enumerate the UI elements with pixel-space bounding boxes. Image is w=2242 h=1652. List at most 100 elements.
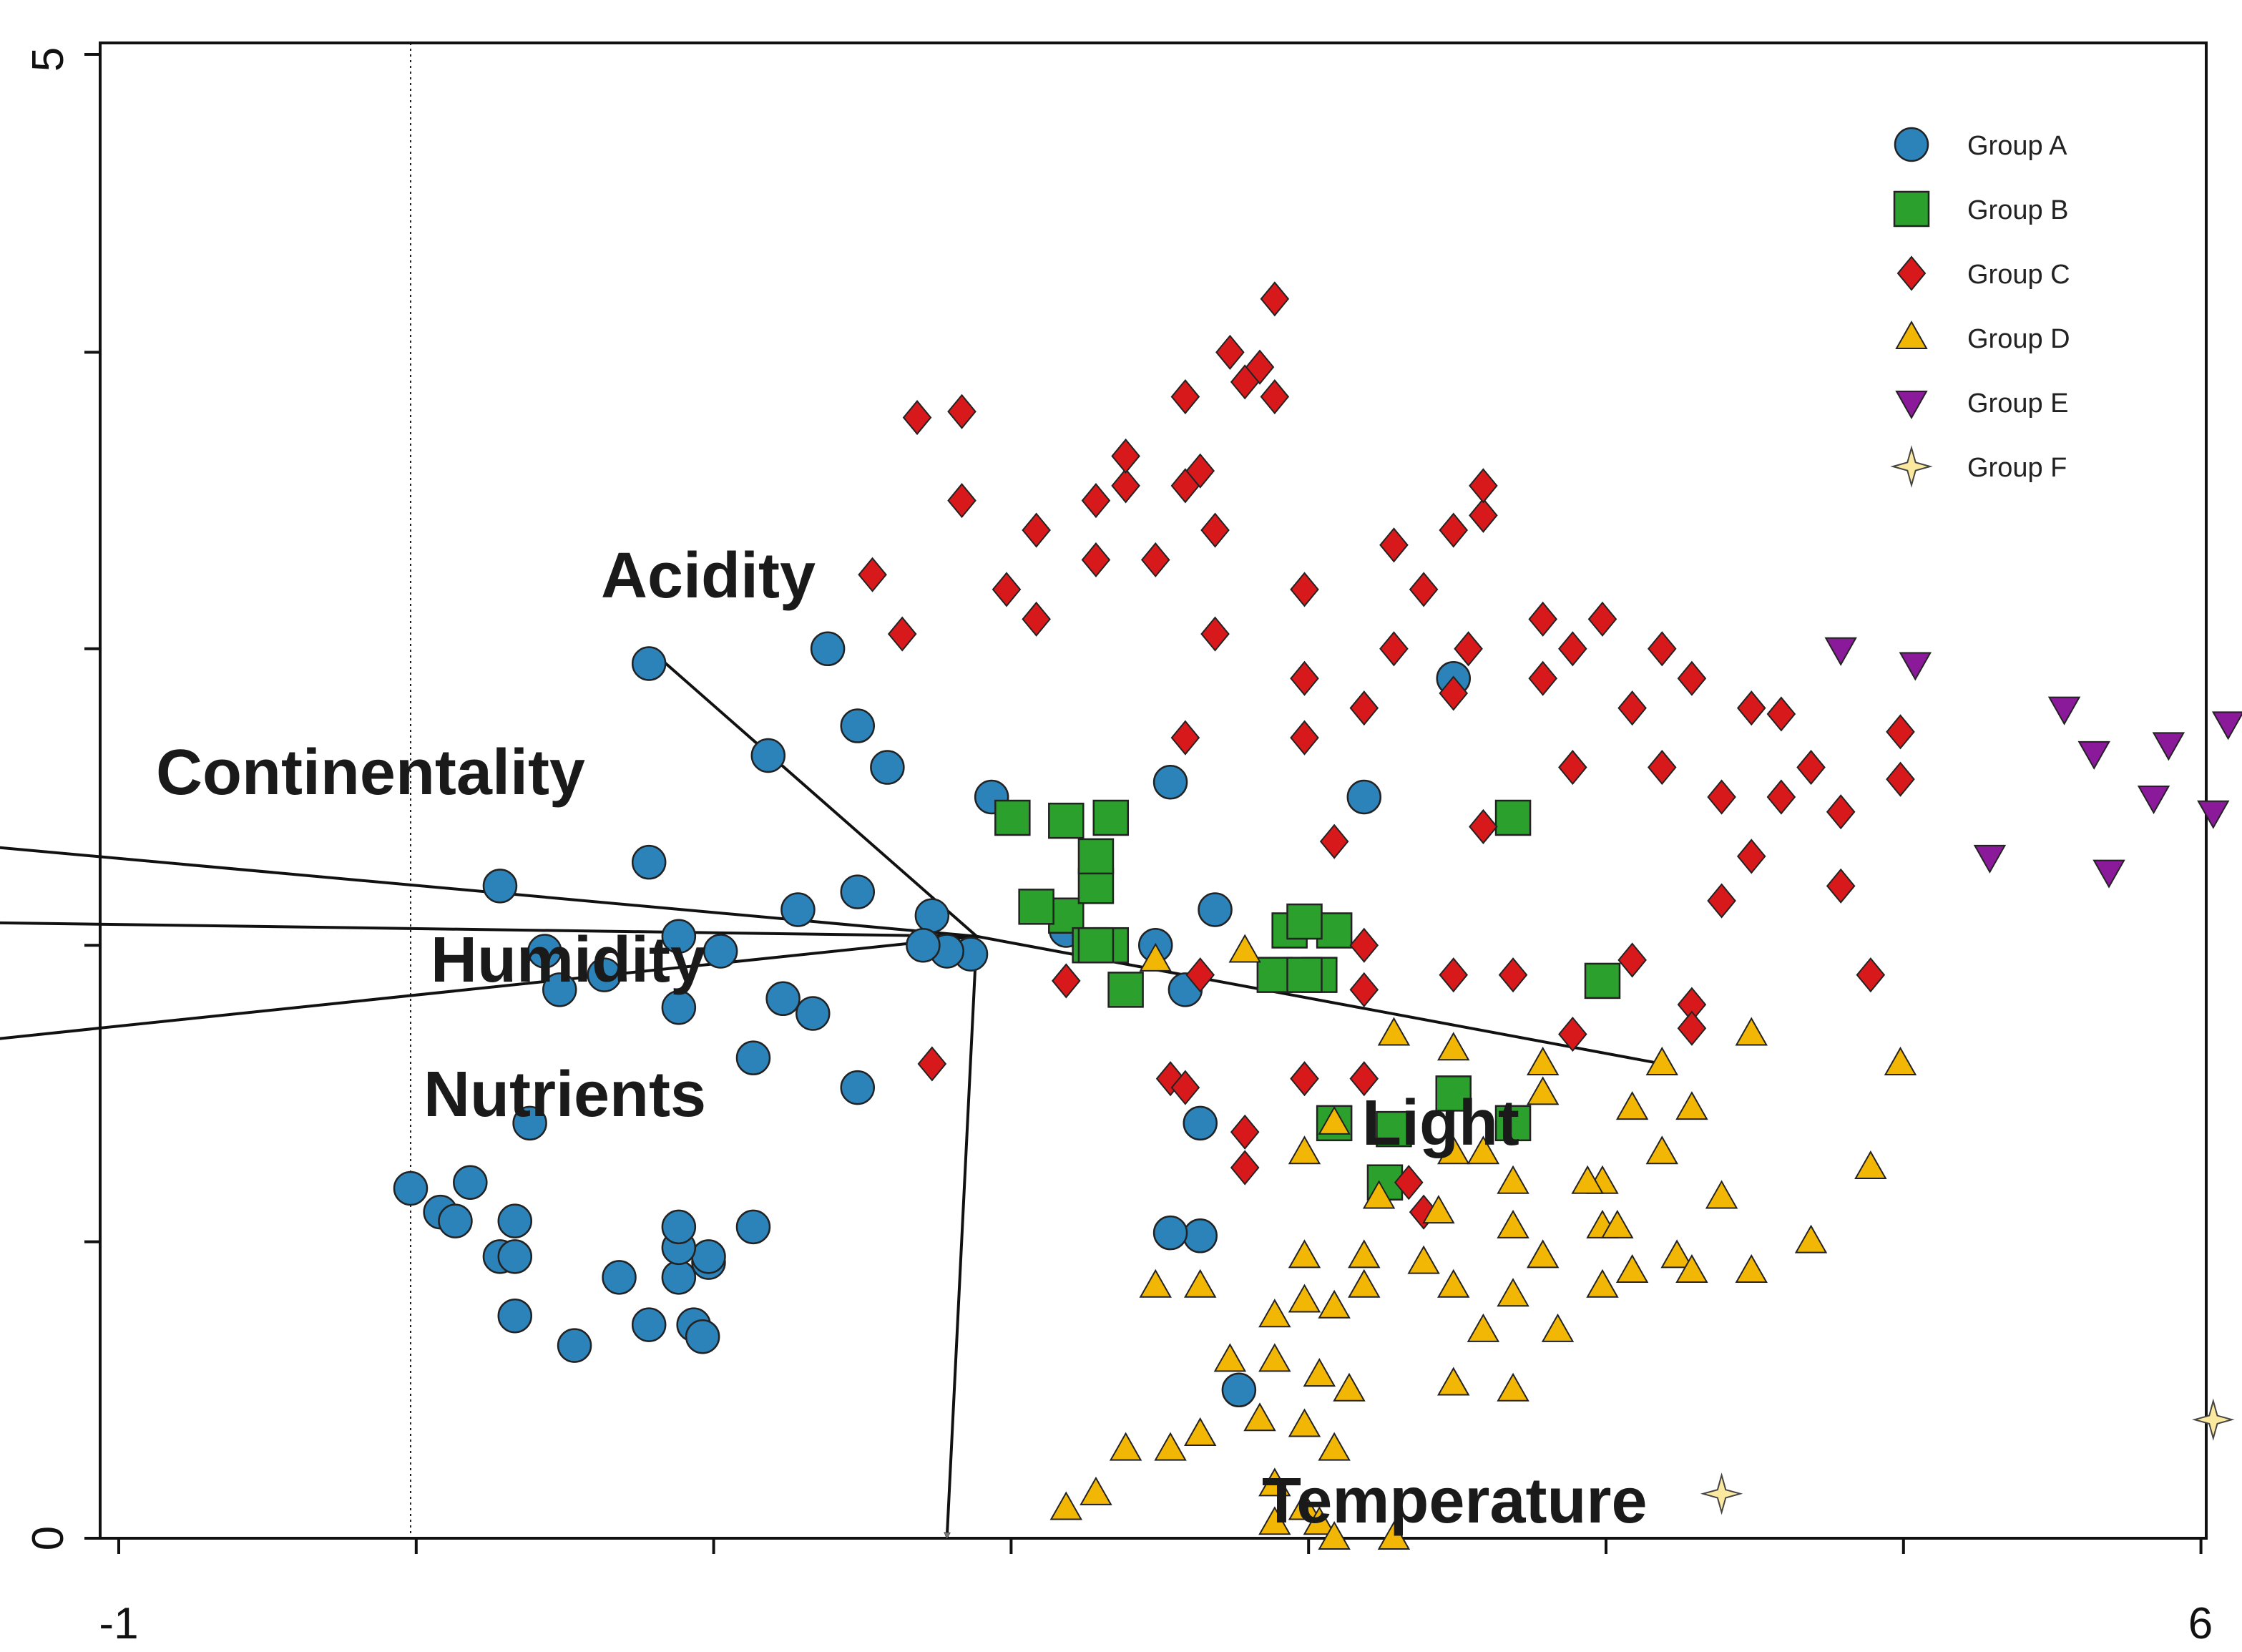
point-3-21 bbox=[1288, 1239, 1321, 1269]
point-0-23 bbox=[438, 1203, 473, 1238]
point-3-45 bbox=[1288, 1408, 1321, 1437]
point-3-51 bbox=[1288, 1491, 1321, 1520]
point-3-43 bbox=[1184, 1417, 1217, 1446]
point-2-25 bbox=[1290, 572, 1319, 607]
legend-label: Group B bbox=[1967, 195, 2069, 225]
point-0-5 bbox=[631, 646, 667, 681]
vector-label-temperature: Temperature bbox=[1262, 1465, 1648, 1537]
point-3-5 bbox=[1645, 1046, 1679, 1075]
point-3-58 bbox=[1526, 1076, 1560, 1105]
point-0-20 bbox=[497, 1203, 533, 1238]
point-2-64 bbox=[1170, 1070, 1200, 1105]
x-tick-label-min: -1 bbox=[99, 1599, 138, 1648]
series-group-e bbox=[1824, 637, 2242, 889]
point-2-63 bbox=[917, 1046, 947, 1082]
point-2-34 bbox=[1528, 660, 1557, 696]
point-2-0 bbox=[1260, 281, 1290, 317]
point-2-65 bbox=[1394, 1165, 1424, 1201]
point-2-1 bbox=[1215, 334, 1245, 370]
legend-item-group-e: Group E bbox=[1895, 388, 2069, 420]
point-0-7 bbox=[750, 738, 786, 773]
point-0-25 bbox=[497, 1239, 533, 1274]
point-0-17 bbox=[840, 1070, 875, 1105]
vector-temperature bbox=[947, 936, 979, 1538]
vector-acidity bbox=[647, 647, 978, 938]
vector-label-continentality: Continentality bbox=[156, 737, 585, 808]
point-0-4 bbox=[810, 631, 846, 667]
point-3-38 bbox=[1258, 1343, 1291, 1372]
point-3-32 bbox=[1318, 1289, 1351, 1319]
point-0-15 bbox=[796, 996, 831, 1031]
point-3-24 bbox=[1497, 1278, 1529, 1307]
point-1-16 bbox=[1107, 972, 1144, 1008]
point-2-27 bbox=[1587, 601, 1617, 637]
point-3-27 bbox=[1348, 1269, 1381, 1298]
point-3-50 bbox=[1258, 1467, 1291, 1497]
point-1-0 bbox=[994, 799, 1031, 836]
point-2-23 bbox=[1140, 542, 1170, 578]
point-2-62 bbox=[1230, 1150, 1260, 1186]
point-2-72 bbox=[1677, 660, 1707, 696]
point-1-21 bbox=[1077, 927, 1115, 964]
point-2-59 bbox=[1558, 1016, 1587, 1052]
point-0-9 bbox=[527, 934, 562, 969]
point-2-28 bbox=[1558, 631, 1587, 667]
point-0-51 bbox=[914, 898, 950, 934]
point-2-41 bbox=[1707, 779, 1736, 815]
point-1-4 bbox=[1077, 868, 1115, 904]
point-3-0 bbox=[1139, 942, 1172, 972]
point-1-13 bbox=[1435, 1075, 1472, 1112]
point-3-54 bbox=[1377, 1520, 1411, 1550]
point-0-1 bbox=[840, 874, 875, 909]
point-2-70 bbox=[1319, 823, 1349, 859]
point-0-18 bbox=[453, 1165, 488, 1200]
legend-item-group-f: Group F bbox=[1890, 445, 2067, 488]
point-0-14 bbox=[661, 989, 697, 1025]
point-2-40 bbox=[1886, 761, 1915, 797]
point-3-41 bbox=[1437, 1367, 1470, 1396]
point-3-44 bbox=[1243, 1402, 1276, 1432]
point-3-26 bbox=[1288, 1284, 1321, 1313]
point-2-30 bbox=[1170, 720, 1200, 756]
point-2-4 bbox=[947, 394, 976, 429]
point-2-10 bbox=[1081, 483, 1111, 519]
series-group-d bbox=[1049, 934, 1917, 1550]
point-2-67 bbox=[887, 616, 917, 652]
point-3-30 bbox=[1184, 1269, 1217, 1298]
point-0-21 bbox=[393, 1170, 429, 1206]
point-3-61 bbox=[1571, 1165, 1604, 1194]
point-4-10 bbox=[2137, 786, 2170, 815]
point-3-36 bbox=[1675, 1254, 1708, 1284]
point-4-11 bbox=[2197, 800, 2230, 829]
point-0-46 bbox=[1198, 892, 1233, 927]
point-2-13 bbox=[1022, 512, 1051, 548]
point-4-49 bbox=[2092, 859, 2125, 889]
point-3-1 bbox=[1228, 934, 1261, 963]
point-3-6 bbox=[1615, 1091, 1649, 1120]
point-2-21 bbox=[1022, 601, 1051, 637]
legend-label: Group D bbox=[1967, 324, 2070, 354]
point-3-57 bbox=[1437, 1135, 1470, 1165]
point-2-26 bbox=[1528, 601, 1557, 637]
legend-label: Group C bbox=[1967, 260, 2070, 290]
point-3-53 bbox=[1318, 1520, 1351, 1550]
point-3-17 bbox=[1526, 1239, 1560, 1269]
point-3-28 bbox=[1437, 1269, 1470, 1298]
point-2-8 bbox=[1469, 497, 1498, 533]
point-5-120 bbox=[1700, 1472, 1743, 1515]
point-2-53 bbox=[1498, 957, 1528, 993]
point-0-37 bbox=[685, 1319, 720, 1354]
point-2-61 bbox=[1856, 957, 1886, 993]
point-3-23 bbox=[1407, 1245, 1440, 1274]
point-3-12 bbox=[1705, 1180, 1738, 1209]
point-4-9 bbox=[2077, 741, 2110, 770]
point-2-52 bbox=[1349, 972, 1379, 1007]
point-2-17 bbox=[1200, 512, 1230, 548]
point-2-54 bbox=[1052, 963, 1081, 999]
point-3-55 bbox=[1258, 1506, 1291, 1535]
point-4-48 bbox=[1973, 844, 2007, 874]
point-3-59 bbox=[1497, 1165, 1529, 1194]
point-0-48 bbox=[1152, 765, 1188, 800]
point-3-14 bbox=[1422, 1195, 1455, 1224]
point-3-60 bbox=[1645, 1135, 1679, 1165]
